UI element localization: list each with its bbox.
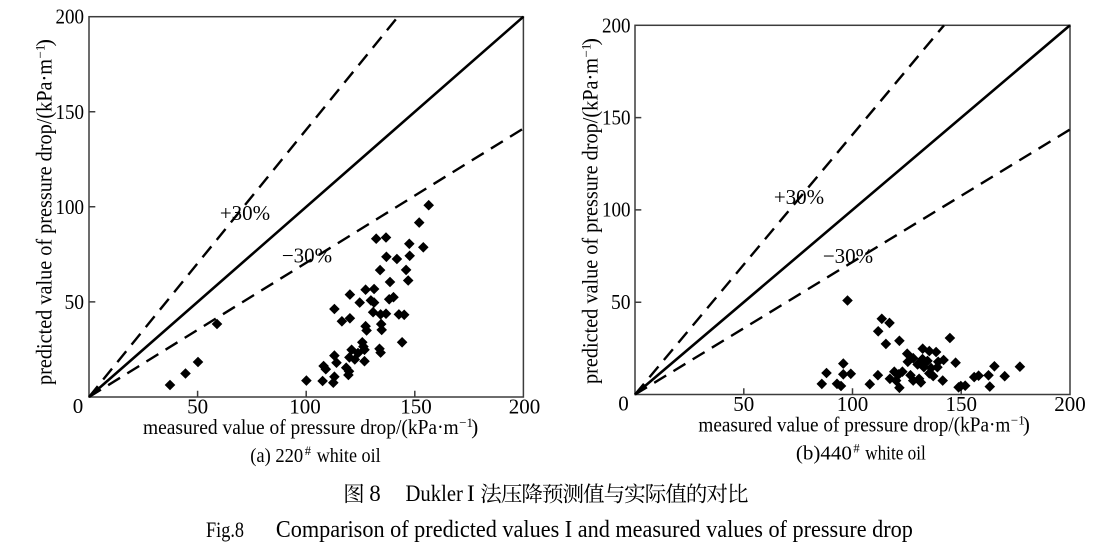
svg-text:(b)440: (b)440 — [796, 444, 852, 465]
svg-text:0: 0 — [73, 394, 84, 418]
svg-text:200: 200 — [56, 5, 85, 29]
svg-text:0: 0 — [618, 392, 629, 416]
svg-text:(a) 220: (a) 220 — [250, 446, 303, 467]
svg-text:50: 50 — [611, 290, 631, 314]
svg-text:+30%: +30% — [220, 201, 270, 225]
svg-text:#: # — [305, 444, 312, 458]
svg-text:150: 150 — [56, 100, 85, 124]
svg-text:+30%: +30% — [774, 185, 824, 209]
svg-text:): ) — [1023, 413, 1030, 437]
svg-text:white oil: white oil — [317, 446, 382, 467]
svg-text:measured value of pressure dro: measured value of pressure drop/(kPa·m — [143, 415, 459, 439]
svg-text:−1: −1 — [459, 415, 473, 430]
svg-text:50: 50 — [733, 392, 754, 416]
svg-text:): ) — [471, 415, 478, 439]
svg-text:#: # — [853, 442, 860, 456]
svg-text:predicted value of pressure dr: predicted value of pressure drop/(kPa·m — [32, 59, 57, 385]
svg-text:−1: −1 — [579, 44, 594, 58]
svg-text:measured value of pressure dro: measured value of pressure drop/(kPa·m — [698, 413, 1010, 437]
svg-text:100: 100 — [289, 395, 321, 419]
svg-text:predicted value of pressure dr: predicted value of pressure drop/(kPa·m — [578, 58, 603, 384]
svg-text:): ) — [32, 39, 57, 47]
svg-text:150: 150 — [400, 395, 432, 419]
svg-text:8: 8 — [369, 481, 381, 506]
svg-text:150: 150 — [946, 392, 978, 416]
svg-text:−1: −1 — [1011, 413, 1025, 428]
svg-text:50: 50 — [65, 290, 85, 314]
svg-text:50: 50 — [187, 395, 208, 419]
svg-text:−30%: −30% — [282, 244, 332, 268]
svg-text:white oil: white oil — [865, 444, 926, 465]
svg-text:100: 100 — [602, 198, 631, 222]
svg-text:Comparison of predicted values: Comparison of predicted values I and mea… — [276, 517, 913, 543]
svg-text:150: 150 — [602, 105, 631, 129]
svg-text:100: 100 — [837, 392, 869, 416]
svg-text:Fig.8: Fig.8 — [206, 517, 244, 542]
svg-text:I: I — [467, 481, 475, 506]
svg-text:−30%: −30% — [823, 244, 873, 268]
svg-text:100: 100 — [56, 195, 85, 219]
svg-text:Dukler: Dukler — [406, 481, 464, 506]
svg-text:): ) — [578, 38, 603, 46]
svg-text:200: 200 — [602, 13, 631, 37]
svg-text:200: 200 — [509, 395, 541, 419]
svg-text:200: 200 — [1054, 392, 1086, 416]
svg-text:−1: −1 — [33, 45, 48, 59]
